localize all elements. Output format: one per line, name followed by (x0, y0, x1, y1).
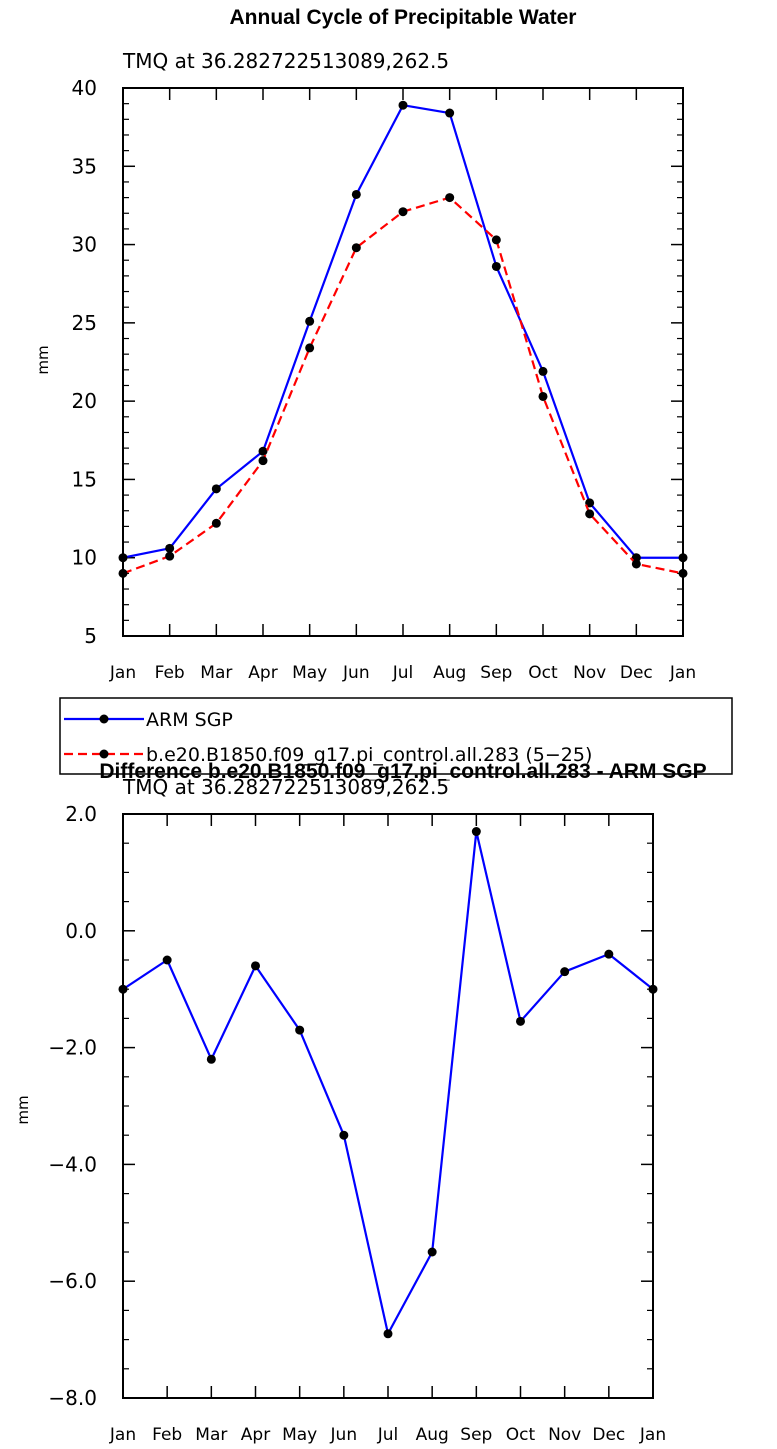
data-point (251, 961, 260, 971)
x-tick-label: Aug (433, 663, 466, 683)
chart-subtitle: TMQ at 36.282722513089,262.5 (122, 49, 449, 73)
chart-title: Annual Cycle of Precipitable Water (230, 6, 577, 29)
x-tick-label: Jan (109, 663, 136, 683)
x-tick-label: Jun (342, 663, 370, 683)
x-tick-label: Mar (200, 663, 232, 683)
data-point (491, 261, 501, 271)
data-point (162, 955, 172, 965)
data-point (351, 243, 361, 253)
chart-title: Difference b.e20.B1850.f09_g17.pi_contro… (99, 760, 706, 783)
data-point (427, 1247, 437, 1257)
data-point (516, 1016, 525, 1026)
x-tick-label: Jul (392, 663, 414, 683)
legend: ARM SGP b.e20.B1850.f09_g17.pi_control.al… (59, 697, 733, 775)
y-tick-label: −4.0 (48, 1152, 97, 1176)
y-tick-label: 25 (72, 311, 97, 335)
data-point (471, 827, 481, 837)
y-tick-label: 2.0 (65, 802, 97, 826)
x-tick-label: Jan (669, 663, 696, 683)
data-point (678, 553, 688, 563)
data-point (604, 949, 614, 959)
y-tick-label: 0.0 (65, 919, 97, 943)
plot-frame (122, 87, 684, 637)
plot-frame (122, 813, 654, 1399)
y-axis-label: mm (14, 1095, 32, 1124)
data-point (258, 456, 268, 466)
legend-swatch-marker (99, 749, 109, 759)
data-point (165, 543, 175, 553)
y-tick-label: 30 (72, 233, 97, 257)
data-point (398, 100, 408, 110)
chart-subtitle: TMQ at 36.282722513089,262.5 (122, 775, 449, 799)
x-tick-label: Jun (330, 1425, 358, 1445)
series-line-2 (122, 196, 684, 575)
y-tick-label: 35 (72, 154, 97, 178)
y-tick-label: 15 (72, 467, 97, 491)
legend-box (59, 697, 733, 775)
data-point (211, 484, 221, 494)
data-point (585, 498, 595, 508)
data-point (538, 366, 548, 376)
x-tick-label: Aug (416, 1425, 449, 1445)
x-tick-label: May (282, 1425, 317, 1445)
data-point (118, 568, 128, 578)
x-tick-label: Apr (241, 1425, 270, 1445)
data-point (206, 1054, 216, 1064)
x-tick-label: Oct (528, 663, 558, 683)
x-tick-label: Jul (377, 1425, 399, 1445)
legend-entry-label: ARM SGP (146, 709, 233, 731)
y-tick-label: −2.0 (48, 1036, 97, 1060)
series-line-1 (122, 830, 654, 1335)
x-tick-label: Sep (480, 663, 512, 683)
y-tick-label: 10 (72, 546, 97, 570)
y-tick-label: −8.0 (48, 1386, 97, 1410)
data-point (339, 1130, 349, 1140)
chart-panel-2: Difference b.e20.B1850.f09_g17.pi_contro… (14, 760, 707, 1445)
x-tick-label: Nov (573, 663, 606, 683)
x-tick-label: Dec (620, 663, 653, 683)
data-point (211, 518, 221, 528)
data-point (398, 207, 408, 217)
x-tick-label: Jan (639, 1425, 666, 1445)
y-tick-label: 20 (72, 389, 97, 413)
legend-entry-label: b.e20.B1850.f09_g17.pi_control.all.283 (… (146, 744, 592, 766)
chart-panel-1: Annual Cycle of Precipitable Water TMQ at… (34, 6, 733, 775)
data-point (538, 391, 548, 401)
x-tick-label: Jan (109, 1425, 136, 1445)
series-line-1 (122, 104, 683, 559)
data-point (165, 551, 175, 561)
data-point (631, 559, 641, 569)
y-tick-label: 5 (84, 624, 97, 648)
x-tick-label: Feb (152, 1425, 182, 1445)
x-tick-label: Feb (155, 663, 185, 683)
x-tick-label: May (292, 663, 327, 683)
data-point (678, 568, 688, 578)
data-point (560, 967, 570, 977)
data-point (118, 553, 128, 563)
x-tick-label: Nov (548, 1425, 581, 1445)
x-tick-label: Dec (592, 1425, 625, 1445)
data-point (305, 343, 315, 353)
data-point (295, 1025, 305, 1035)
x-tick-label: Oct (506, 1425, 536, 1445)
data-point (305, 316, 315, 326)
data-point (491, 235, 501, 245)
data-point (258, 446, 268, 456)
x-tick-label: Apr (248, 663, 277, 683)
legend-swatch-marker (99, 714, 109, 724)
data-point (585, 509, 595, 519)
y-axis-label: mm (34, 345, 52, 374)
x-tick-label: Sep (460, 1425, 492, 1445)
x-tick-label: Mar (195, 1425, 227, 1445)
y-tick-label: −6.0 (48, 1269, 97, 1293)
data-point (118, 984, 128, 994)
data-point (351, 189, 361, 199)
data-point (445, 193, 455, 203)
data-point (648, 984, 658, 994)
data-point (445, 108, 455, 118)
y-tick-label: 40 (72, 76, 97, 100)
data-point (383, 1329, 393, 1339)
